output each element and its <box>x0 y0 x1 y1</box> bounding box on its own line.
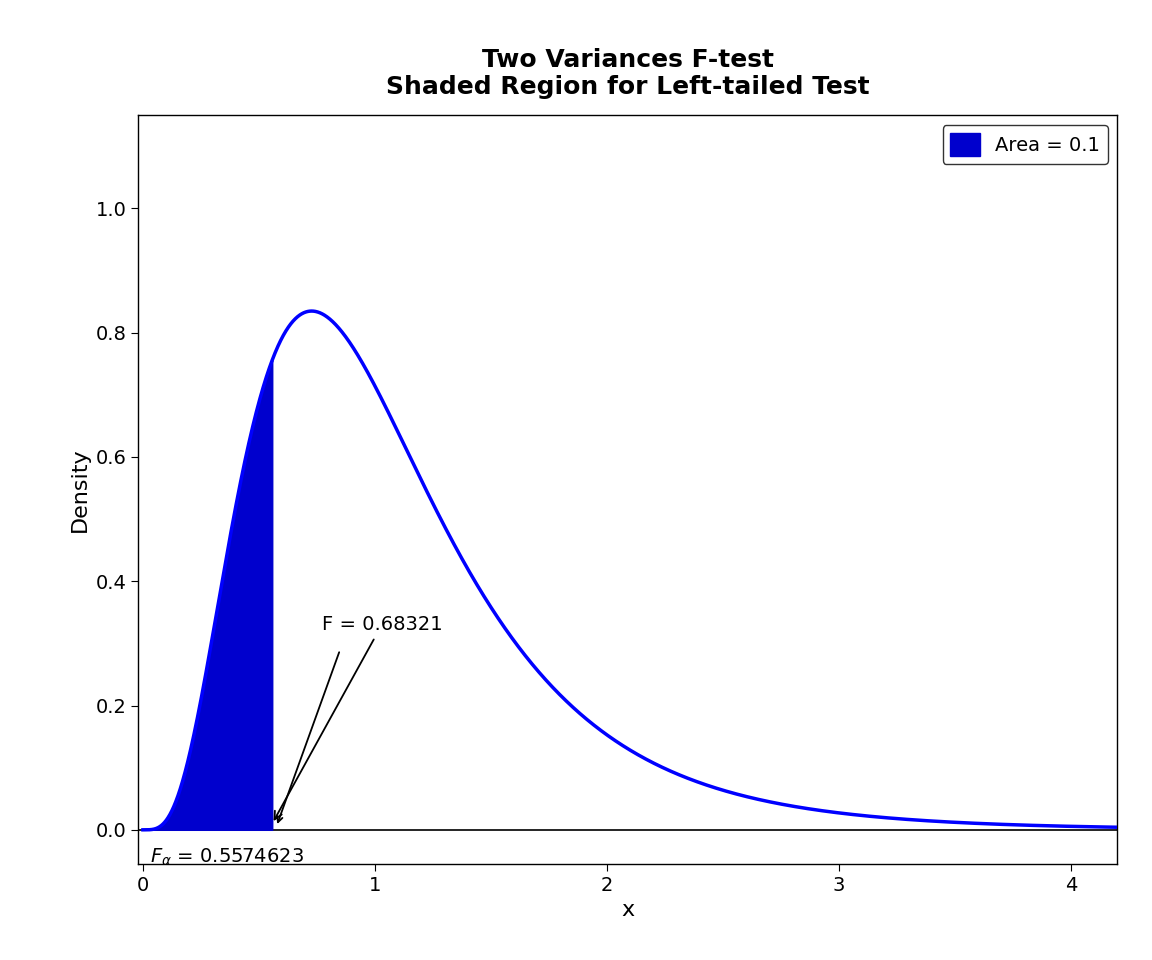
Legend: Area = 0.1: Area = 0.1 <box>942 125 1108 164</box>
Text: $F_{\alpha}$ = 0.5574623: $F_{\alpha}$ = 0.5574623 <box>150 847 304 869</box>
Title: Two Variances F-test
Shaded Region for Left-tailed Test: Two Variances F-test Shaded Region for L… <box>386 48 870 100</box>
Y-axis label: Density: Density <box>70 447 90 532</box>
X-axis label: x: x <box>621 900 635 921</box>
Text: F = 0.68321: F = 0.68321 <box>274 615 442 820</box>
